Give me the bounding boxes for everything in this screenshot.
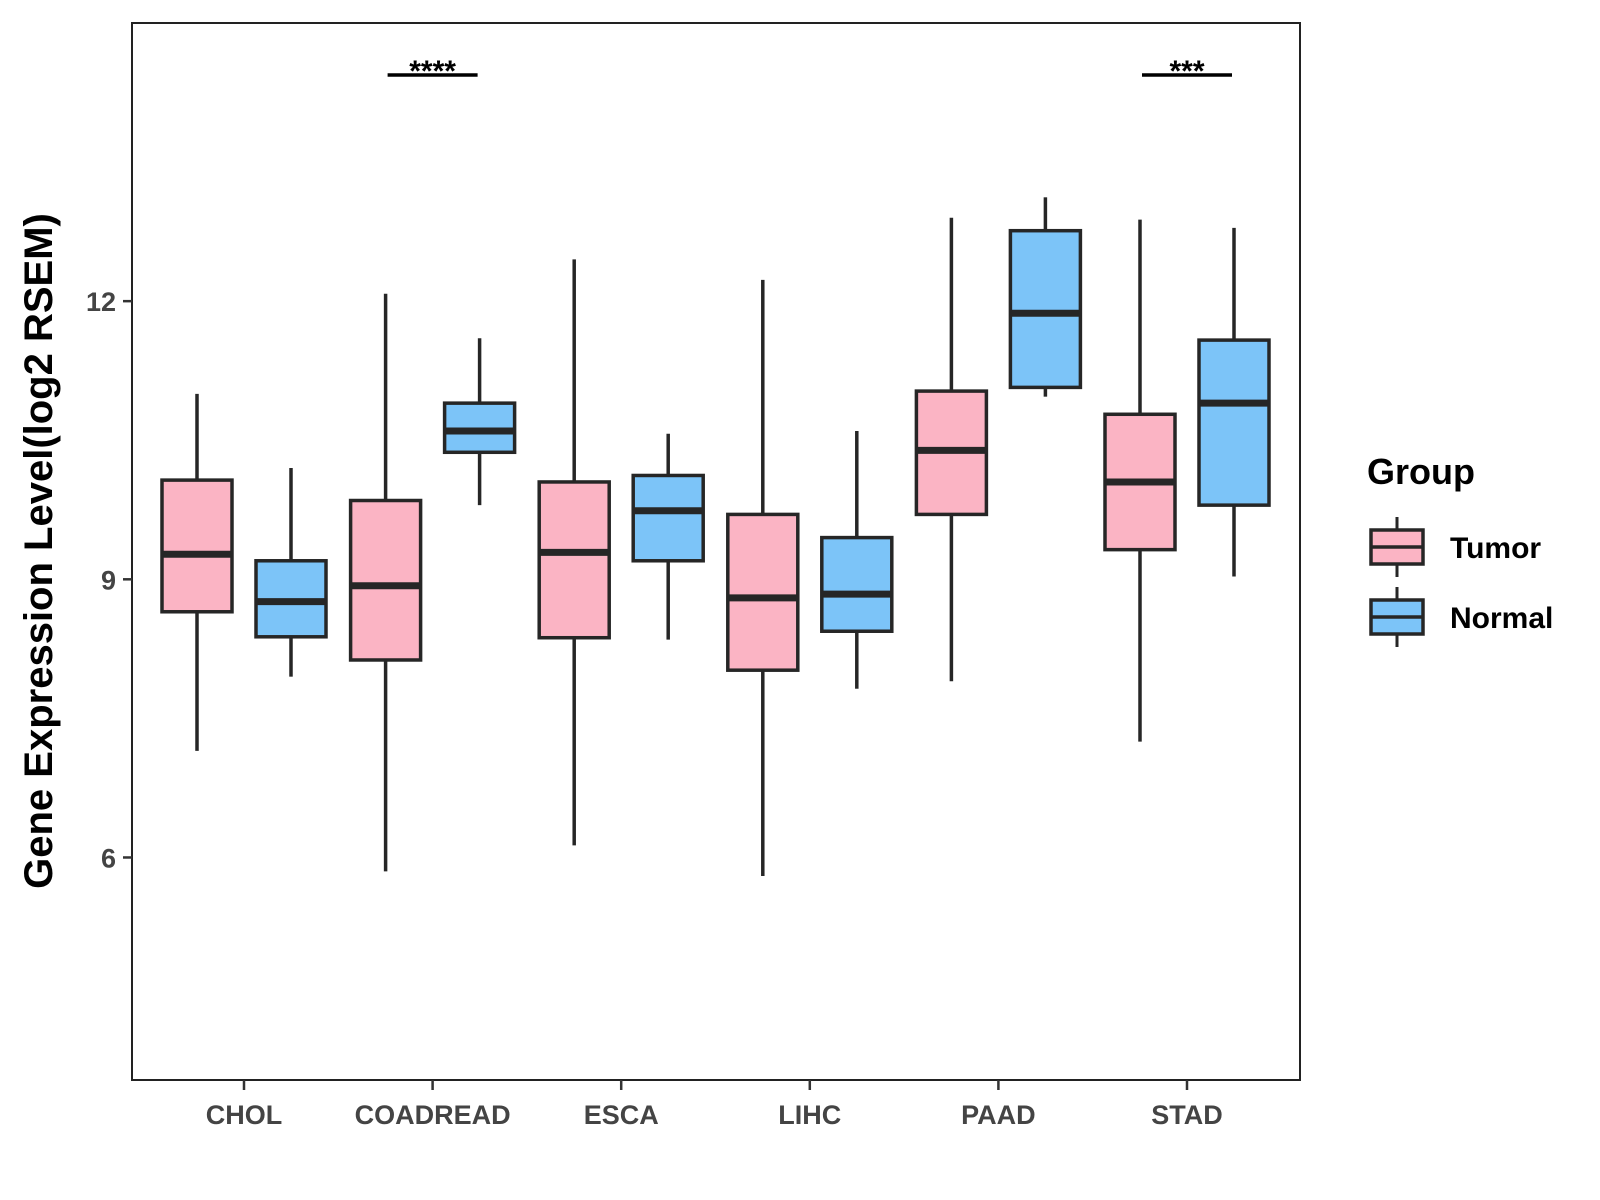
box-iqr (820, 535, 894, 633)
box-tumor-coadread (348, 293, 423, 872)
x-tick-label: PAAD (961, 1100, 1036, 1130)
legend-entry-normal: Normal (1369, 587, 1553, 647)
legend-entries: Tumor Normal (1369, 517, 1553, 647)
box-normal-coadread (442, 338, 517, 506)
legend-label: Tumor (1450, 532, 1541, 565)
box-tumor-chol (160, 393, 234, 751)
significance-label: *** (1169, 55, 1204, 88)
significance-coadread: **** (387, 55, 478, 88)
legend-label: Normal (1450, 602, 1553, 635)
box-tumor-stad (1103, 219, 1177, 742)
significance-label: **** (409, 55, 456, 88)
plot-panel (131, 22, 1301, 1081)
legend: Group Tumor Normal (1367, 451, 1553, 647)
significance-stad: *** (1142, 55, 1232, 88)
y-axis-ticks: 6 9 12 (86, 287, 132, 873)
x-tick-label: COADREAD (355, 1100, 511, 1130)
box-series (160, 197, 1271, 877)
box-tumor-lihc (726, 279, 800, 877)
x-tick-label: STAD (1151, 1100, 1223, 1130)
box-normal-chol (254, 468, 328, 677)
box-iqr (537, 480, 611, 640)
box-normal-stad (1197, 227, 1271, 577)
box-normal-paad (1008, 197, 1083, 397)
box-iqr (631, 473, 705, 563)
x-tick-label: LIHC (778, 1100, 841, 1130)
y-tick-label: 9 (101, 565, 116, 595)
y-tick-label: 12 (86, 287, 116, 317)
y-axis-title: Gene Expression Level(log2 RSEM) (17, 213, 61, 889)
significance-annotations: **** *** (387, 55, 1232, 88)
x-tick-label: ESCA (584, 1100, 659, 1130)
box-normal-lihc (820, 430, 894, 689)
box-iqr (1008, 228, 1083, 390)
legend-title: Group (1367, 451, 1475, 492)
x-axis-ticks: CHOL COADREAD ESCA LIHC PAAD STAD (206, 1080, 1223, 1130)
legend-entry-tumor: Tumor (1369, 517, 1541, 577)
box-iqr (348, 498, 423, 662)
box-tumor-esca (537, 259, 611, 846)
box-iqr (160, 478, 234, 614)
box-iqr (726, 512, 800, 672)
box-tumor-paad (914, 217, 989, 682)
x-tick-label: CHOL (206, 1100, 283, 1130)
y-tick-label: 6 (101, 843, 116, 873)
box-normal-esca (631, 433, 705, 640)
box-iqr (1197, 338, 1271, 507)
